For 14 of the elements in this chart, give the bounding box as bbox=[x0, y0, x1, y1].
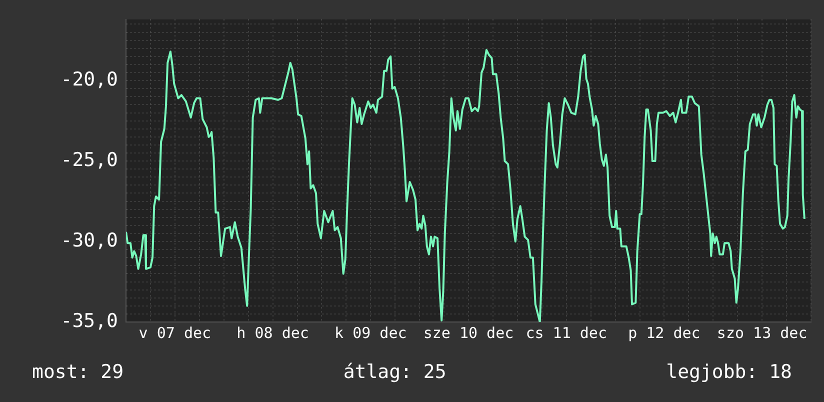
y-tick-label: -35,0 bbox=[60, 310, 118, 332]
x-tick-label: h 08 dec bbox=[236, 324, 309, 342]
y-tick-label: -25,0 bbox=[60, 148, 118, 171]
y-tick-label: -30,0 bbox=[60, 229, 118, 252]
x-tick-label: cs 11 dec bbox=[526, 324, 607, 342]
text: legjobb: 18 bbox=[666, 361, 792, 383]
text: most: 29 bbox=[32, 361, 124, 383]
x-tick-label: sze 10 dec bbox=[423, 324, 514, 342]
text: átlag: 25 bbox=[343, 361, 446, 383]
x-tick-label: v 07 dec bbox=[138, 324, 212, 342]
x-tick-label: p 12 dec bbox=[628, 324, 700, 342]
x-tick-label: k 09 dec bbox=[334, 324, 407, 342]
x-tick-label: szo 13 dec bbox=[716, 324, 808, 342]
y-tick-label: -20,0 bbox=[60, 68, 118, 90]
